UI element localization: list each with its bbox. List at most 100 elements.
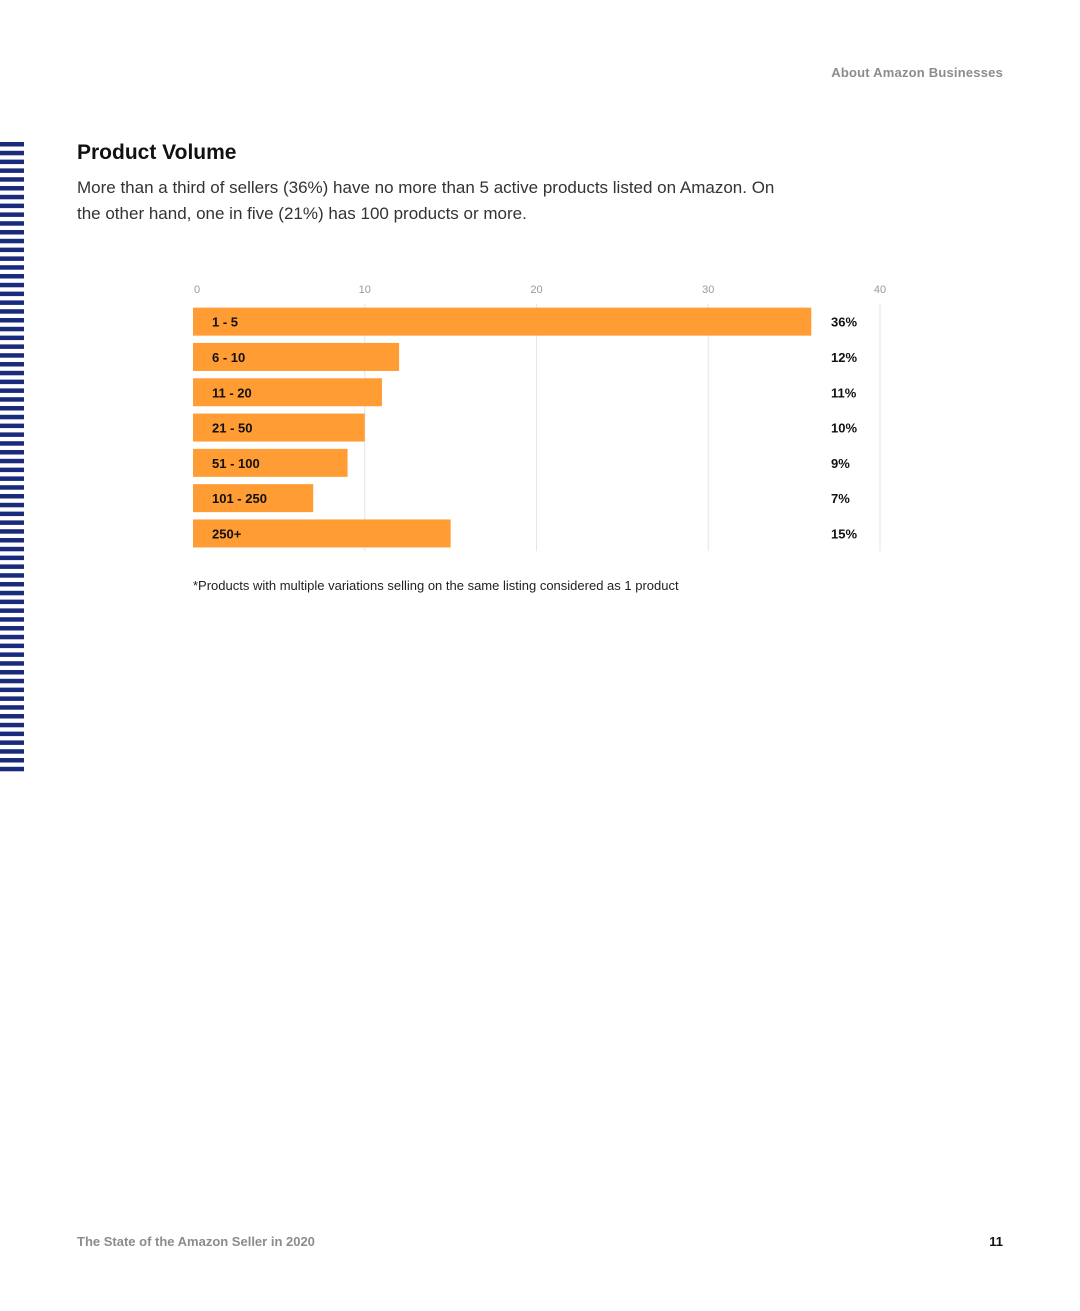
stripe <box>0 617 24 622</box>
bar <box>193 484 314 513</box>
stripe <box>0 186 24 191</box>
stripe <box>0 652 24 657</box>
stripe <box>0 758 24 763</box>
stripe <box>0 441 24 446</box>
stripe <box>0 546 24 552</box>
stripe <box>0 626 24 631</box>
stripe <box>0 740 24 745</box>
footer-report-title: The State of the Amazon Seller in 2020 <box>77 1234 315 1249</box>
stripe <box>0 388 24 393</box>
stripe <box>0 406 24 411</box>
stripe <box>0 379 24 385</box>
decorative-stripes <box>0 142 24 772</box>
stripe <box>0 520 24 525</box>
stripe <box>0 634 24 640</box>
stripe <box>0 696 24 701</box>
bar <box>193 448 348 477</box>
bar <box>193 378 382 407</box>
stripe <box>0 511 24 517</box>
product-volume-chart: 0 10 20 30 40 1 - 5 36% 6 - 10 12% 11 - 20 11% 21 -… <box>193 284 886 552</box>
stripe <box>0 230 24 235</box>
stripe <box>0 238 24 244</box>
stripe <box>0 194 24 200</box>
category-label: 21 - 50 <box>212 421 252 436</box>
stripe <box>0 485 24 490</box>
stripe <box>0 150 24 156</box>
data-label: 11% <box>831 385 857 400</box>
page-number: 11 <box>989 1234 1003 1249</box>
stripe <box>0 643 24 649</box>
x-tick-label: 30 <box>702 284 714 296</box>
stripe <box>0 265 24 270</box>
category-label: 1 - 5 <box>212 315 238 330</box>
stripe <box>0 423 24 429</box>
data-label: 15% <box>831 526 857 541</box>
stripe <box>0 687 24 693</box>
stripe <box>0 705 24 710</box>
stripe <box>0 212 24 217</box>
stripe <box>0 582 24 587</box>
stripe <box>0 590 24 596</box>
stripe <box>0 397 24 402</box>
data-label: 9% <box>831 456 850 471</box>
stripe <box>0 529 24 534</box>
stripe <box>0 599 24 605</box>
stripe <box>0 335 24 341</box>
stripe <box>0 291 24 297</box>
category-label: 51 - 100 <box>212 456 260 471</box>
stripe <box>0 555 24 561</box>
stripe <box>0 749 24 754</box>
stripe <box>0 573 24 578</box>
data-label: 12% <box>831 350 857 365</box>
bar <box>193 342 400 371</box>
category-label: 11 - 20 <box>212 385 252 400</box>
stripe <box>0 247 24 253</box>
stripe <box>0 282 24 288</box>
stripe <box>0 318 24 323</box>
stripe <box>0 766 24 772</box>
data-label: 36% <box>831 315 857 330</box>
page-title: Product Volume <box>77 141 237 164</box>
stripe <box>0 661 24 666</box>
stripe <box>0 450 24 455</box>
stripe <box>0 177 24 182</box>
stripe <box>0 203 24 209</box>
stripe <box>0 678 24 684</box>
stripe <box>0 670 24 675</box>
stripe <box>0 608 24 613</box>
section-label: About Amazon Businesses <box>831 65 1003 80</box>
x-tick-label: 40 <box>874 284 886 296</box>
stripe <box>0 344 24 349</box>
stripe <box>0 362 24 367</box>
stripe <box>0 564 24 569</box>
category-label: 250+ <box>212 526 242 541</box>
stripe <box>0 142 24 147</box>
stripe <box>0 300 24 305</box>
data-label: 10% <box>831 421 857 436</box>
data-label: 7% <box>831 491 850 506</box>
stripe <box>0 256 24 261</box>
stripe <box>0 467 24 473</box>
x-tick-label: 10 <box>359 284 371 296</box>
stripe <box>0 370 24 376</box>
stripe <box>0 502 24 508</box>
stripe <box>0 476 24 481</box>
bar <box>193 519 451 548</box>
stripe <box>0 432 24 437</box>
x-tick-label: 0 <box>194 284 200 296</box>
category-label: 6 - 10 <box>212 350 245 365</box>
stripe <box>0 714 24 719</box>
stripe <box>0 274 24 279</box>
intro-text: More than a third of sellers (36%) have … <box>77 178 775 223</box>
stripe <box>0 326 24 332</box>
category-label: 101 - 250 <box>212 491 267 506</box>
stripe <box>0 722 24 728</box>
x-tick-label: 20 <box>530 284 542 296</box>
stripe <box>0 168 24 173</box>
stripe <box>0 159 24 165</box>
bar <box>193 413 365 442</box>
stripe <box>0 221 24 226</box>
stripe <box>0 414 24 420</box>
stripe <box>0 458 24 464</box>
stripe <box>0 353 24 358</box>
